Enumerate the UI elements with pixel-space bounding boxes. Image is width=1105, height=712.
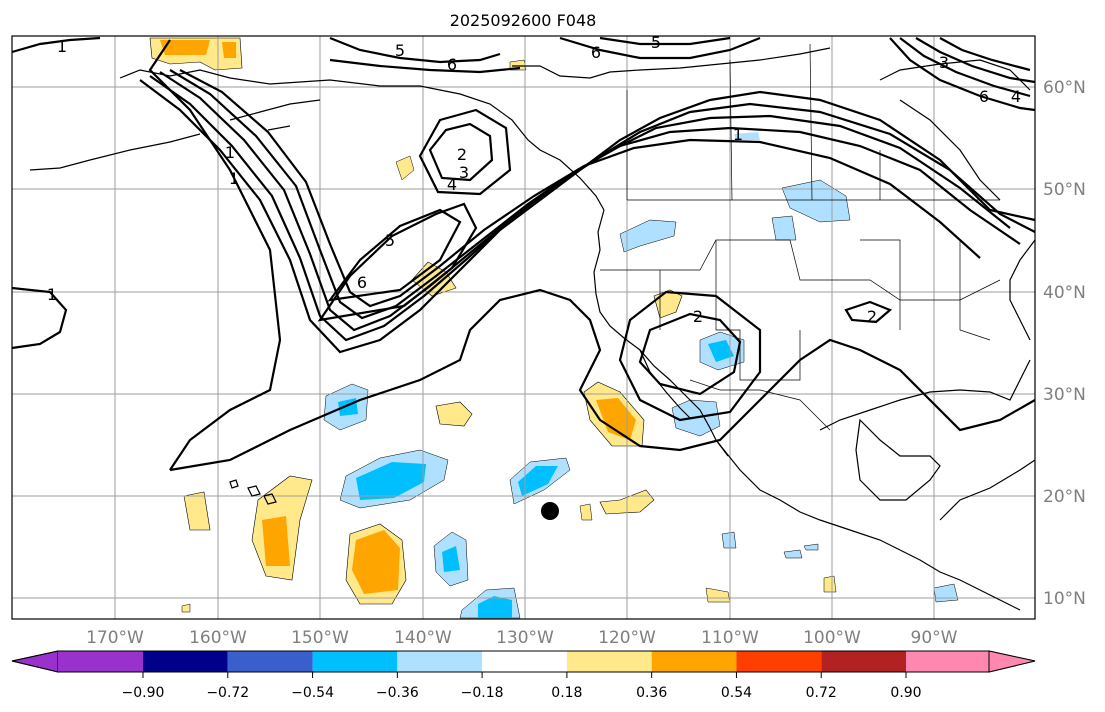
colorbar-tick-label: 0.72: [806, 685, 837, 701]
graticule: [12, 36, 1035, 619]
lon-label: 100°W: [803, 628, 861, 648]
contour-label: 1: [733, 125, 743, 144]
contour-label: 4: [447, 175, 457, 194]
latitude-labels: 60°N 50°N 40°N 30°N 20°N 10°N: [1043, 78, 1086, 609]
contour-label: 6: [591, 43, 601, 62]
contour-label: 1: [47, 285, 57, 304]
coastlines: [29, 47, 1036, 611]
lat-label: 40°N: [1043, 283, 1086, 303]
colorbar-cell: [143, 651, 228, 672]
colorbar-cells: [11, 650, 1036, 673]
colorbar-cell: [312, 651, 398, 672]
colorbar-tick-label: −0.54: [291, 685, 334, 701]
map-title: 2025092600 F048: [450, 11, 597, 30]
lat-label: 60°N: [1043, 78, 1086, 98]
colorbar-cell: [227, 651, 313, 672]
contour-label: 5: [395, 41, 405, 60]
contour-label: 1: [225, 143, 235, 162]
contour-label: 6: [357, 273, 367, 292]
colorbar-cell: [736, 651, 822, 672]
contour-label: 5: [651, 33, 661, 52]
contour-label: 1: [57, 37, 67, 56]
position-marker: [541, 502, 559, 520]
colorbar-cell: [651, 651, 737, 672]
contour-label: 6: [447, 55, 457, 74]
contour-lines: [11, 36, 1036, 472]
contour-label: 2: [867, 307, 877, 326]
colorbar-tick-label: −0.18: [461, 685, 504, 701]
colorbar-extend-high: [988, 650, 1036, 673]
colorbar-extend-low: [11, 650, 59, 673]
colorbar-cell: [58, 651, 143, 672]
lat-label: 20°N: [1043, 487, 1086, 507]
lat-label: 50°N: [1043, 180, 1086, 200]
lon-label: 170°W: [86, 628, 144, 648]
colorbar-tick-label: 0.54: [721, 685, 752, 701]
contour-label: 6: [979, 87, 989, 106]
colorbar-cell: [566, 651, 652, 672]
colorbar-ticks: −0.90 −0.72 −0.54 −0.36 −0.18 0.18 0.36 0.54 0.7…: [122, 672, 922, 701]
contour-label: 1: [229, 169, 239, 188]
contour-label-group: 1 5 6 6 5 3 4 6 1 1 1 2 3 4 5 6 2 2 1: [47, 33, 1021, 326]
lon-label: 140°W: [394, 628, 452, 648]
colorbar-cell: [482, 651, 567, 672]
lat-label: 10°N: [1043, 589, 1086, 609]
contour-label: 3: [459, 163, 469, 182]
colorbar-tick-label: 0.18: [551, 685, 582, 701]
lon-label: 90°W: [911, 628, 958, 648]
contour-label: 4: [1011, 87, 1021, 106]
contour-label: 2: [457, 145, 467, 164]
colorbar-tick-label: 0.36: [636, 685, 667, 701]
longitude-labels: 170°W 160°W 150°W 140°W 130°W 120°W 110°…: [86, 628, 958, 648]
lon-label: 150°W: [291, 628, 349, 648]
colorbar-tick-label: −0.36: [376, 685, 419, 701]
contour-label: 3: [939, 53, 949, 72]
lat-label: 30°N: [1043, 385, 1086, 405]
colorbar: −0.90 −0.72 −0.54 −0.36 −0.18 0.18 0.36 0.54 0.7…: [11, 650, 1036, 701]
lon-label: 160°W: [189, 628, 247, 648]
political-borders: [600, 43, 1001, 431]
contour-label: 2: [693, 307, 703, 326]
colorbar-cell: [906, 651, 989, 672]
colorbar-tick-label: −0.72: [206, 685, 249, 701]
lon-label: 130°W: [496, 628, 554, 648]
colorbar-cell: [397, 651, 483, 672]
lon-label: 120°W: [598, 628, 656, 648]
map-frame: [11, 35, 1036, 620]
colorbar-tick-label: −0.90: [122, 685, 165, 701]
colorbar-cell: [821, 651, 906, 672]
contour-label: 5: [385, 231, 395, 250]
lon-label: 110°W: [701, 628, 759, 648]
map-area: [12, 36, 1035, 619]
colorbar-tick-label: 0.90: [890, 685, 921, 701]
